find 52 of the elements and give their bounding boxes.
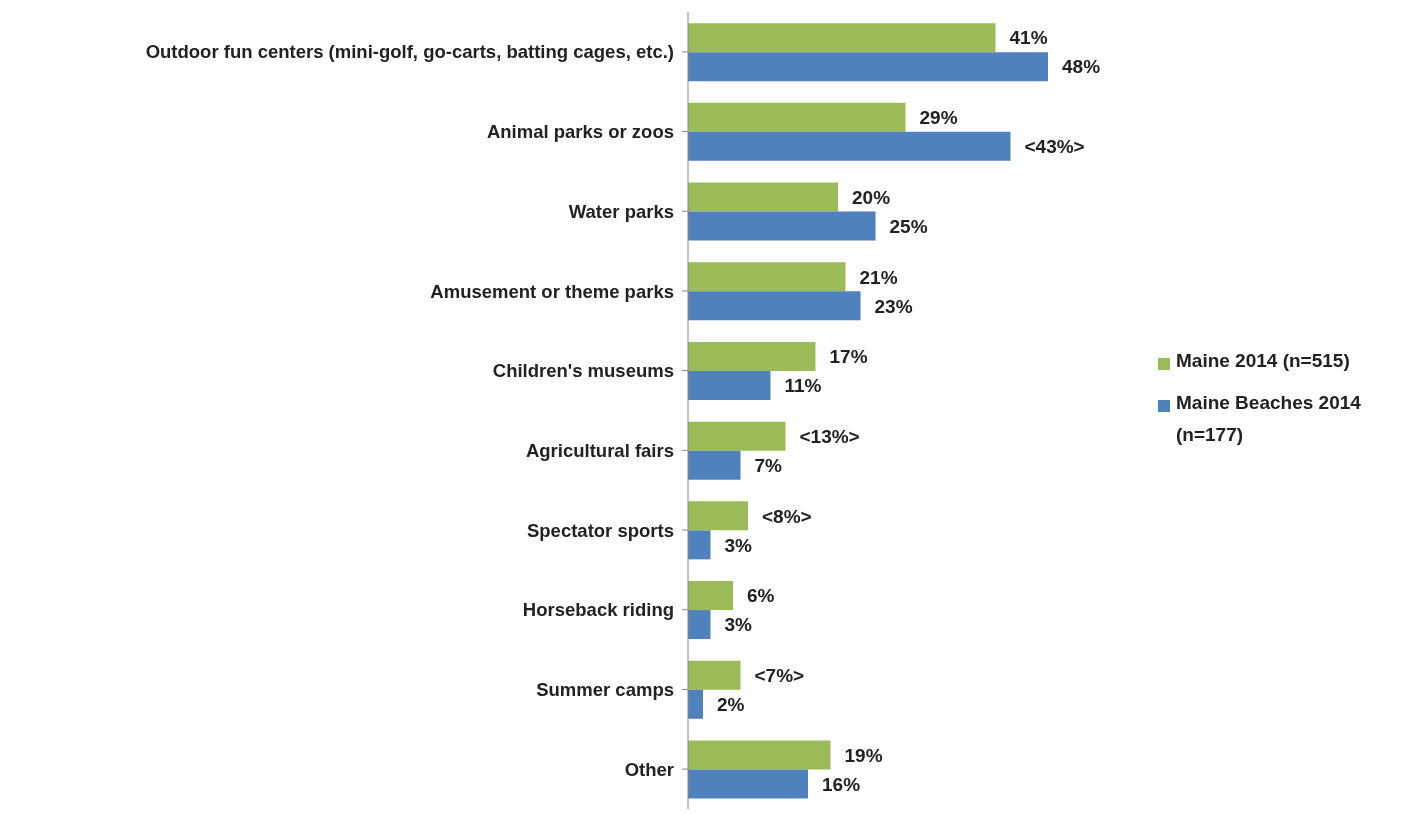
- data-label: 29%: [919, 107, 958, 129]
- data-label: 6%: [747, 585, 775, 607]
- data-label: 25%: [889, 215, 928, 237]
- bar: [688, 102, 906, 132]
- y-tick-label: Amusement or theme parks: [430, 280, 674, 302]
- y-tick-label: Outdoor fun centers (mini-golf, go-carts, batting cages, etc.): [145, 41, 674, 63]
- y-tick-label: Summer camps: [536, 679, 674, 701]
- bar: [688, 740, 831, 770]
- bar: [688, 421, 786, 451]
- bar: [688, 450, 741, 480]
- data-label: <43%>: [1024, 136, 1085, 158]
- data-label: 48%: [1062, 56, 1101, 78]
- bar: [688, 610, 711, 640]
- y-tick-label: Other: [624, 758, 674, 780]
- data-label: 17%: [829, 346, 868, 368]
- bar: [688, 211, 876, 241]
- data-label: 41%: [1009, 27, 1048, 49]
- data-label: 23%: [874, 295, 913, 317]
- bar: [688, 52, 1048, 82]
- bar: [688, 291, 861, 321]
- bar: [688, 131, 1011, 161]
- bar: [688, 341, 816, 371]
- data-label: <8%>: [762, 505, 812, 527]
- data-label: 3%: [724, 614, 753, 636]
- bar: [688, 501, 748, 531]
- data-label: <13%>: [799, 425, 860, 447]
- bar: [688, 262, 846, 292]
- bar: [688, 530, 711, 560]
- data-label: 16%: [822, 773, 861, 795]
- y-tick-label: Water parks: [568, 200, 674, 222]
- data-label: 7%: [754, 454, 783, 476]
- legend-label: Maine 2014 (n=515): [1176, 348, 1350, 373]
- y-tick-label: Horseback riding: [522, 599, 674, 621]
- data-label: 20%: [852, 186, 891, 208]
- y-tick-label: Animal parks or zoos: [486, 121, 674, 143]
- bar: [688, 581, 733, 611]
- bar: [688, 660, 741, 690]
- y-tick-label: Children's museums: [492, 360, 674, 382]
- data-label: 2%: [717, 694, 745, 715]
- bar: [688, 182, 838, 212]
- y-tick-label: Spectator sports: [526, 519, 674, 541]
- legend-label: Maine Beaches 2014 (n=177): [1176, 390, 1362, 447]
- data-label: 3%: [724, 534, 753, 556]
- bar: [688, 370, 771, 400]
- bar: [688, 769, 808, 799]
- data-label: <7%>: [754, 665, 805, 686]
- data-label: 19%: [844, 744, 883, 766]
- y-tick-label: Agricultural fairs: [525, 439, 674, 461]
- bar: [688, 689, 703, 719]
- data-label: 11%: [784, 375, 822, 397]
- bar: [688, 23, 996, 53]
- data-label: 21%: [859, 266, 898, 288]
